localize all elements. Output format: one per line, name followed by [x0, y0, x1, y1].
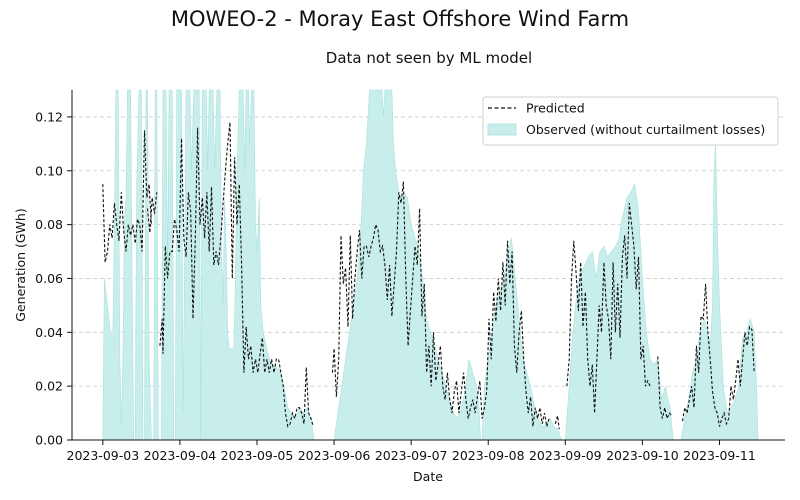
predicted-line [331, 181, 550, 427]
y-tick-label: 0.10 [35, 163, 63, 178]
legend-predicted-label: Predicted [526, 101, 585, 116]
x-tick-label: 2023-09-07 [375, 448, 448, 463]
x-tick-label: 2023-09-03 [67, 448, 140, 463]
y-tick-label: 0.06 [35, 271, 63, 286]
observed-area [333, 89, 481, 441]
x-tick-label: 2023-09-04 [144, 448, 217, 463]
legend-observed-swatch [487, 123, 517, 136]
y-axis-label: Generation (GWh) [13, 208, 28, 321]
y-tick-label: 0.12 [35, 109, 63, 124]
legend-box [482, 96, 779, 146]
predicted-line [657, 356, 673, 421]
y-tick-label: 0.00 [35, 433, 63, 448]
observed-area [102, 89, 315, 441]
legend-observed-label: Observed (without curtailment losses) [526, 122, 765, 137]
y-tick-label: 0.04 [35, 325, 63, 340]
predicted-line [102, 130, 152, 263]
predicted-line [159, 122, 314, 428]
y-tick-label: 0.08 [35, 217, 63, 232]
predicted-line [554, 415, 560, 430]
axes [71, 90, 785, 441]
x-tick-label: 2023-09-11 [683, 448, 756, 463]
x-tick-label: 2023-09-09 [529, 448, 602, 463]
y-tick-label: 0.02 [35, 379, 63, 394]
observed-area [680, 143, 759, 441]
x-tick-label: 2023-09-05 [221, 448, 294, 463]
observed-area [481, 238, 562, 441]
predicted-line [566, 203, 651, 414]
chart-title: MOWEO-2 - Moray East Offshore Wind Farm [171, 7, 629, 31]
y-axis-ticks: 0.00 0.02 0.04 0.06 0.08 0.10 0.12 [35, 109, 72, 448]
chart-subtitle: Data not seen by ML model [326, 49, 532, 67]
x-tick-label: 2023-09-08 [452, 448, 525, 463]
x-tick-label: 2023-09-06 [298, 448, 371, 463]
legend: Predicted Observed (without curtailment … [482, 96, 779, 146]
observed-area [564, 183, 674, 441]
x-axis-ticks: 2023-09-03 2023-09-04 2023-09-05 2023-09-06… [67, 440, 756, 463]
x-tick-label: 2023-09-10 [606, 448, 679, 463]
x-axis-label: Date [413, 469, 443, 484]
predicted-line [146, 192, 158, 233]
predicted-series [102, 122, 755, 430]
